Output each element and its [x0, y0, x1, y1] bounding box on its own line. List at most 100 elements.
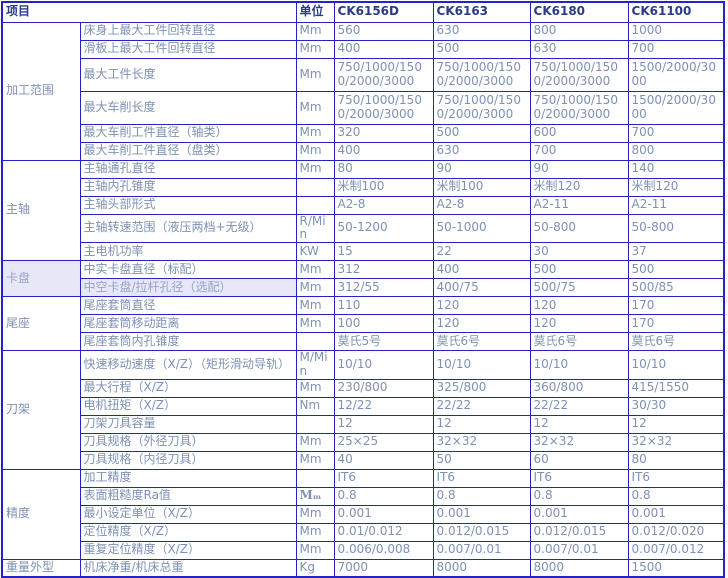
- row-label-cell: 尾座套筒移动距离: [79, 314, 297, 334]
- row-label-cell: 加工精度: [79, 468, 297, 488]
- value-cell: 630: [529, 39, 629, 59]
- value-cell: 0.007/0.012: [627, 540, 725, 560]
- unit-cell: Mm: [295, 432, 335, 452]
- value-cell: 750/1000/1500/2000/3000: [333, 57, 434, 92]
- unit-cell: [295, 195, 335, 215]
- value-cell: 12: [529, 414, 629, 434]
- value-cell: 230/800: [333, 378, 434, 398]
- category-cell: 重量外型: [1, 558, 81, 578]
- table-row: 最大车削工件直径（轴类） Mm 320 500 600 700: [2, 123, 725, 143]
- row-label-cell: 尾座套筒内孔锥度: [79, 332, 297, 352]
- unit-cell: Mm: [295, 123, 335, 143]
- value-cell: 0.012/0.020: [627, 522, 725, 542]
- row-label-cell: 主轴通孔直径: [79, 159, 297, 179]
- row-label-cell: 主轴头部形式: [79, 195, 297, 215]
- row-label-cell: 最大行程（X/Z）: [79, 378, 297, 398]
- row-label-cell: 电机扭矩（X/Z）: [79, 396, 297, 416]
- value-cell: 80: [627, 450, 725, 470]
- table-row: 电机扭矩（X/Z） Nm 12/22 22/22 22/22 30/30: [2, 396, 725, 416]
- value-cell: 500: [529, 260, 629, 280]
- value-cell: 0.001: [333, 504, 434, 524]
- value-cell: 莫氏6号: [529, 332, 629, 352]
- table-row: 定位精度（X/Z） Mm 0.01/0.012 0.012/0.015 0.012/0.…: [2, 522, 725, 542]
- category-cell: 加工范围: [1, 21, 81, 161]
- row-label-cell: 快速移动速度（X/Z）（矩形滑动导轨）: [79, 350, 297, 380]
- value-cell: 170: [627, 314, 725, 334]
- category-cell: 卡盘: [1, 260, 81, 298]
- value-cell: 米制120: [529, 177, 629, 197]
- table-row: 最大车削长度 Mm 750/1000/1500/2000/3000 750/1000/…: [2, 90, 725, 125]
- value-cell: IT6: [627, 468, 725, 488]
- value-cell: 50: [432, 450, 531, 470]
- unit-cell: R/Min: [295, 213, 335, 244]
- value-cell: 1500: [627, 558, 725, 578]
- row-label-cell: 主轴内孔锥度: [79, 177, 297, 197]
- column-header-model-ck6163: CK6163: [432, 1, 531, 23]
- value-cell: 700: [627, 123, 725, 143]
- row-label-cell: 滑板上最大工件回转直径: [79, 39, 297, 59]
- value-cell: 120: [529, 314, 629, 334]
- value-cell: 325/800: [432, 378, 531, 398]
- value-cell: A2-8: [333, 195, 434, 215]
- value-cell: 10/10: [529, 350, 629, 380]
- value-cell: 500: [627, 260, 725, 280]
- value-cell: 25×25: [333, 432, 434, 452]
- table-row: 表面粗糙度Ra值 Mₘ 0.8 0.8 0.8 0.8: [2, 486, 725, 506]
- value-cell: 750/1000/1500/2000/3000: [432, 57, 531, 92]
- value-cell: 400: [333, 39, 434, 59]
- value-cell: 37: [627, 242, 725, 262]
- table-row: 主轴转速范围（液压两档+无级） R/Min 50-1200 50-1000 50-800…: [2, 213, 725, 244]
- unit-cell: [295, 414, 335, 434]
- value-cell: 0.001: [432, 504, 531, 524]
- value-cell: 莫氏6号: [627, 332, 725, 352]
- unit-cell: Mm: [295, 57, 335, 92]
- category-cell: 尾座: [1, 296, 81, 352]
- value-cell: 1500/2000/3000: [627, 90, 725, 125]
- value-cell: 312/55: [333, 278, 434, 298]
- value-cell: 630: [432, 141, 531, 161]
- value-cell: 700: [627, 39, 725, 59]
- value-cell: 1500/2000/3000: [627, 57, 725, 92]
- table-row: 尾座套筒移动距离 Mm 100 120 120 170: [2, 314, 725, 334]
- table-row: 中空卡盘/拉杆孔径（选配） Mm 312/55 400/75 500/75 500/85: [2, 278, 725, 298]
- row-label-cell: 主轴转速范围（液压两档+无级）: [79, 213, 297, 244]
- table-row: 重量外型 机床净重/机床总重 Kg 7000 8000 8000 1500: [1, 558, 725, 578]
- value-cell: 700: [529, 141, 629, 161]
- value-cell: 750/1000/1500/2000/3000: [333, 90, 434, 125]
- table-row: 最大车削工件直径（盘类） Mm 400 630 700 800: [2, 141, 725, 161]
- row-label-cell: 重复定位精度（X/Z）: [79, 540, 297, 560]
- category-cell: 主轴: [1, 159, 81, 262]
- unit-cell: Nm: [295, 396, 335, 416]
- value-cell: 90: [529, 159, 629, 179]
- column-header-unit: 单位: [295, 1, 335, 23]
- category-cell: 精度: [1, 468, 81, 560]
- value-cell: 莫氏6号: [432, 332, 531, 352]
- unit-cell: Mm: [295, 141, 335, 161]
- value-cell: 750/1000/1500/2000/3000: [529, 57, 629, 92]
- table-row: 刀具规格（外径刀具） Mm 25×25 32×32 32×32 32×32: [2, 432, 725, 452]
- row-label-cell: 最大工件长度: [79, 57, 297, 92]
- column-header-item: 项目: [1, 1, 297, 23]
- value-cell: 7000: [333, 558, 434, 578]
- value-cell: 800: [627, 141, 725, 161]
- value-cell: 30/30: [627, 396, 725, 416]
- row-label-cell: 表面粗糙度Ra值: [79, 486, 297, 506]
- unit-cell: Mm: [295, 90, 335, 125]
- table-row: 最大工件长度 Mm 750/1000/1500/2000/3000 750/1000/…: [2, 57, 725, 92]
- value-cell: 莫氏5号: [333, 332, 434, 352]
- table-row: 滑板上最大工件回转直径 Mm 400 500 630 700: [2, 39, 725, 59]
- unit-cell: Mm: [295, 314, 335, 334]
- value-cell: 415/1550: [627, 378, 725, 398]
- value-cell: 22/22: [529, 396, 629, 416]
- value-cell: 750/1000/1500/2000/3000: [432, 90, 531, 125]
- value-cell: 120: [432, 314, 531, 334]
- value-cell: 12: [432, 414, 531, 434]
- row-label-cell: 刀具规格（外径刀具）: [79, 432, 297, 452]
- value-cell: 80: [333, 159, 434, 179]
- value-cell: IT6: [432, 468, 531, 488]
- column-header-model-ck61100: CK61100: [627, 1, 725, 23]
- value-cell: 600: [529, 123, 629, 143]
- row-label-cell: 最小设定单位（X/Z）: [79, 504, 297, 524]
- value-cell: 170: [627, 296, 725, 316]
- value-cell: 500: [432, 39, 531, 59]
